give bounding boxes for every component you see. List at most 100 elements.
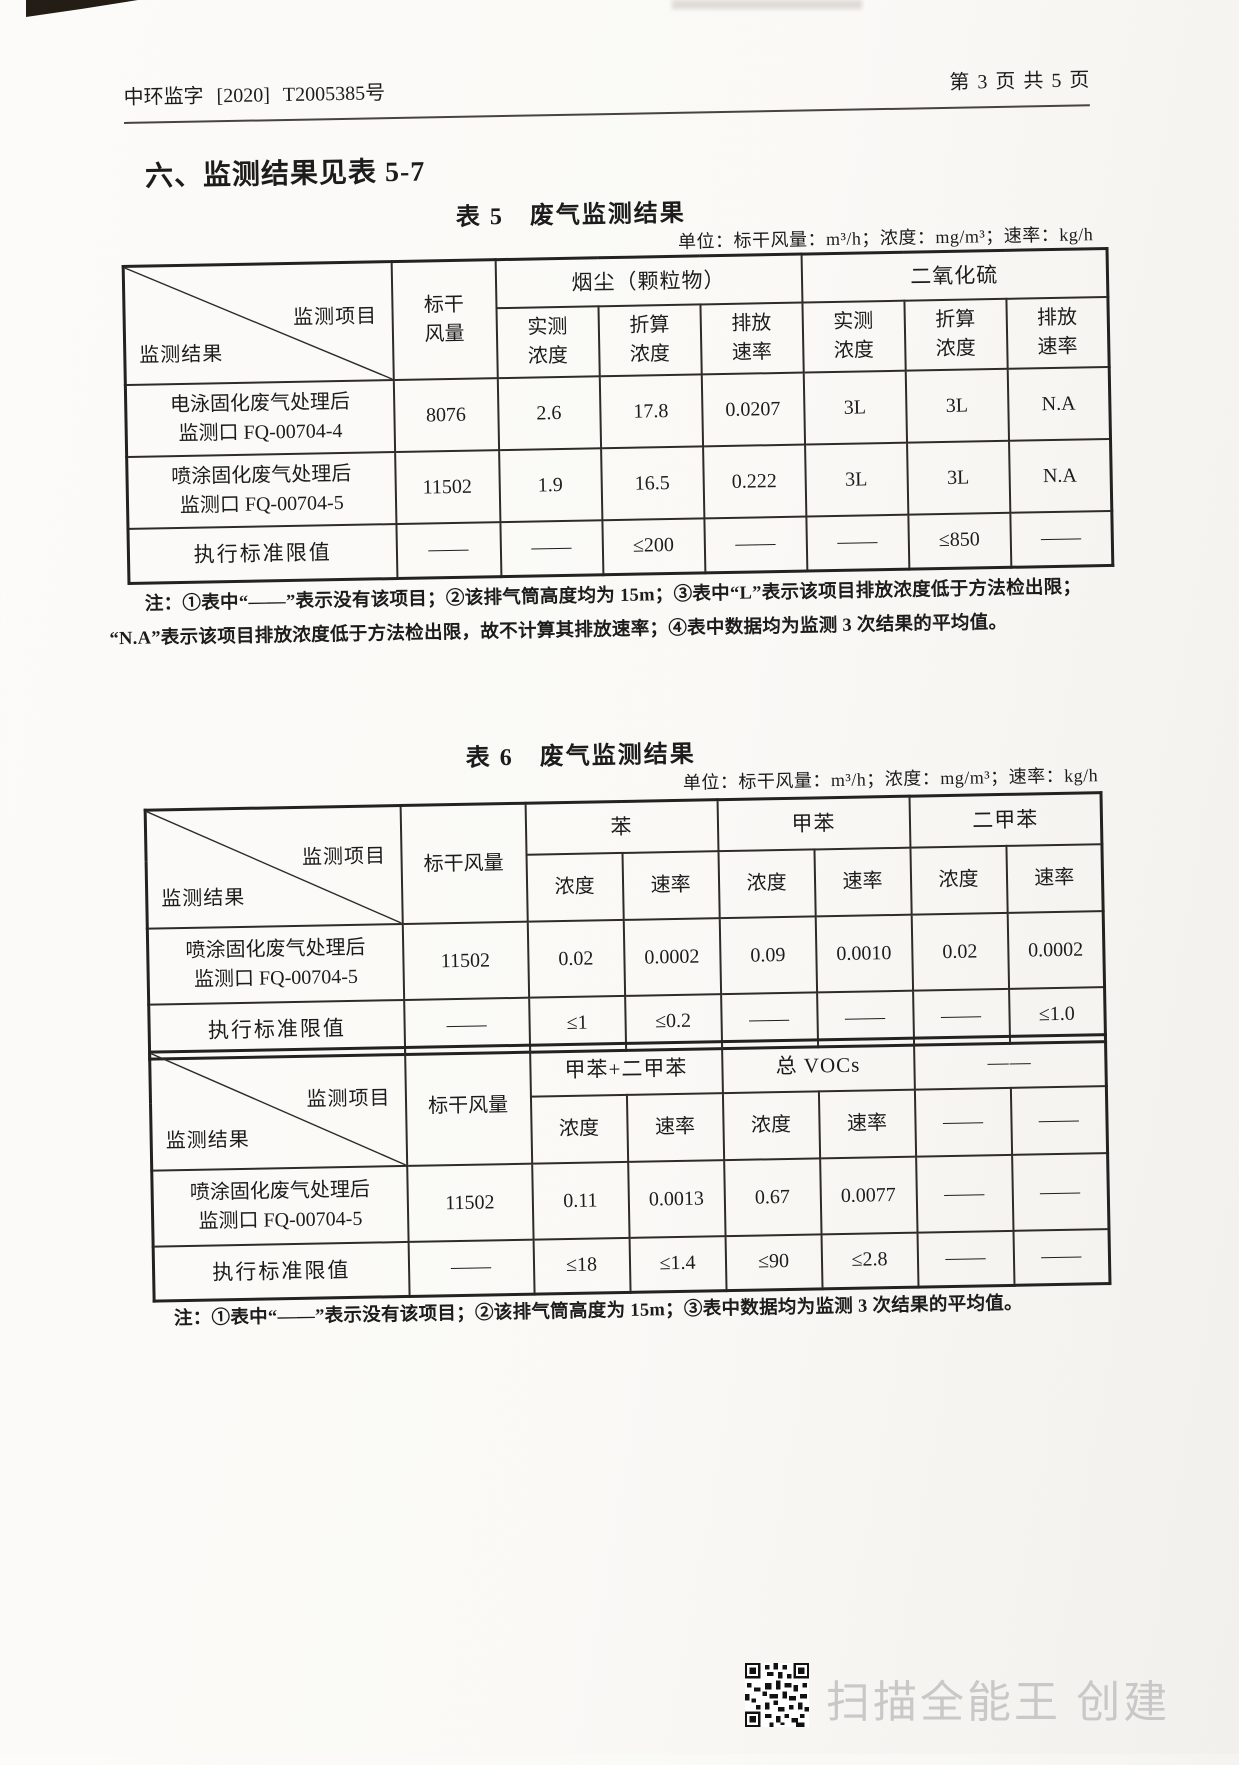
value-cell: N.A xyxy=(1008,438,1112,513)
limit-value: —— xyxy=(1013,1229,1110,1285)
limit-value: ≤200 xyxy=(601,518,705,575)
limit-label: 执行标准限值 xyxy=(153,1241,410,1301)
corner-cell: 监测项目 监测结果 xyxy=(149,1047,407,1171)
diagonal-divider-icon xyxy=(125,263,393,384)
value-cell: N.A xyxy=(1007,366,1111,441)
limit-value: —— xyxy=(499,520,603,577)
value-cell: 0.0013 xyxy=(627,1160,726,1238)
group-header-toluene: 甲苯 xyxy=(717,796,910,852)
corner-label-items: 监测项目 xyxy=(306,1087,391,1111)
limit-value: ≤90 xyxy=(725,1234,823,1291)
section-title: 六、监测结果见表 5-7 xyxy=(144,156,426,193)
sub-header-cell: 浓度 xyxy=(526,853,624,922)
value-cell: 0.09 xyxy=(719,916,817,995)
value-cell: 2.6 xyxy=(497,376,601,451)
value-cell: 3L xyxy=(803,370,907,445)
corner-cell: 监测项目 监测结果 xyxy=(145,805,403,929)
sub-header-cell: 速率 xyxy=(626,1093,724,1162)
value-cell: 11502 xyxy=(394,450,500,525)
value-cell: 0.0010 xyxy=(815,914,913,993)
value-cell: 0.0077 xyxy=(819,1156,918,1235)
table6-part1: 监测项目 监测结果 标干风量 苯 甲苯 二甲苯 浓度 速率 浓度 速率 浓度 速… xyxy=(143,791,1108,1061)
qr-code-icon xyxy=(745,1663,809,1727)
value-cell: 3L xyxy=(804,442,908,517)
table5: 监测项目 监测结果 标干 风量 烟尘（颗粒物） 二氧化硫 实测 浓度 折算 浓度… xyxy=(121,246,1115,585)
limit-value: ≤850 xyxy=(907,512,1011,569)
limit-value: —— xyxy=(1009,510,1113,567)
sub-header-cell: 实测 浓度 xyxy=(495,306,600,379)
corner-cell: 监测项目 监测结果 xyxy=(123,261,394,385)
sub-header-cell: 折算 浓度 xyxy=(903,298,1008,371)
group-header-empty: —— xyxy=(913,1034,1107,1090)
sub-header-cell: —— xyxy=(914,1088,1012,1157)
limit-value: ≤1.4 xyxy=(629,1236,727,1292)
value-cell: 0.0207 xyxy=(701,372,805,447)
value-cell: 3L xyxy=(906,440,1010,515)
table5-note-line2: “N.A”表示该项目排放浓度低于方法检出限，故不计算其排放速率；④表中数据均为监… xyxy=(109,612,1008,650)
row-label: 喷涂固化废气处理后 监测口 FQ-00704-5 xyxy=(151,1165,409,1247)
value-cell: 0.222 xyxy=(702,444,806,519)
value-cell: 0.02 xyxy=(911,912,1009,991)
sub-header-cell: 速率 xyxy=(1005,844,1104,913)
sub-header-cell: 实测 浓度 xyxy=(801,300,906,373)
value-cell: —— xyxy=(1011,1153,1109,1231)
sub-header-cell: 浓度 xyxy=(909,846,1008,915)
value-cell: 0.0002 xyxy=(623,918,721,996)
limit-value: —— xyxy=(408,1239,535,1296)
group-header-so2: 二氧化硫 xyxy=(801,248,1108,303)
sub-header-cell: 浓度 xyxy=(722,1091,820,1161)
corner-label-items: 监测项目 xyxy=(292,305,378,330)
value-cell: 11502 xyxy=(406,1163,534,1242)
value-cell: 0.0002 xyxy=(1007,911,1105,989)
sub-header-cell: 速率 xyxy=(622,851,720,920)
limit-value: —— xyxy=(703,516,807,573)
limit-value: ≤2.8 xyxy=(821,1232,919,1289)
table6-part2: 监测项目 监测结果 标干风量 甲苯+二甲苯 总 VOCs —— 浓度 速率 浓度… xyxy=(148,1033,1112,1303)
group-header-xylene: 二甲苯 xyxy=(909,792,1102,848)
row-label: 电泳固化废气处理后 监测口 FQ-00704-4 xyxy=(125,380,395,457)
sub-header-cell: 速率 xyxy=(813,847,912,917)
value-cell: 1.9 xyxy=(498,448,602,523)
corner-label-results: 监测结果 xyxy=(139,343,224,367)
sub-header-cell: 浓度 xyxy=(530,1095,628,1164)
sub-header-cell: 折算 浓度 xyxy=(597,304,702,377)
flow-header-cell: 标干风量 xyxy=(404,1045,532,1166)
limit-value: —— xyxy=(395,522,501,579)
value-cell: 0.67 xyxy=(723,1158,822,1237)
corner-label-items: 监测项目 xyxy=(301,845,387,869)
row-label: 喷涂固化废气处理后 监测口 FQ-00704-5 xyxy=(126,452,396,529)
flow-header-cell: 标干风量 xyxy=(400,803,528,924)
page-header: 中环监字 [2020] T2005385号 第 3 页 共 5 页 xyxy=(123,63,1090,124)
diagonal-divider-icon xyxy=(147,807,402,928)
sub-header-cell: 浓度 xyxy=(717,849,816,919)
limit-label: 执行标准限值 xyxy=(127,524,397,583)
diagonal-divider-icon xyxy=(151,1049,406,1170)
document-number: 中环监字 [2020] T2005385号 xyxy=(123,82,386,109)
value-cell: 0.02 xyxy=(527,919,625,998)
value-cell: 11502 xyxy=(402,921,529,1000)
limit-value: —— xyxy=(805,514,909,571)
value-cell: 8076 xyxy=(393,378,499,453)
value-cell: 17.8 xyxy=(599,374,703,449)
scan-artifact-top-smear xyxy=(672,0,862,9)
sub-header-cell: 排放 速率 xyxy=(699,302,804,375)
value-cell: —— xyxy=(915,1154,1014,1233)
sub-header-cell: 速率 xyxy=(818,1089,916,1159)
limit-value: ≤18 xyxy=(533,1237,631,1294)
group-header-benzene: 苯 xyxy=(525,799,718,855)
sub-header-cell: 排放 速率 xyxy=(1005,296,1110,369)
group-header-dust: 烟尘（颗粒物） xyxy=(495,254,802,308)
flow-header-cell: 标干 风量 xyxy=(391,259,498,381)
corner-label-results: 监测结果 xyxy=(161,887,246,911)
value-cell: 3L xyxy=(905,368,1009,443)
row-label: 喷涂固化废气处理后 监测口 FQ-00704-5 xyxy=(147,923,404,1005)
limit-value: —— xyxy=(917,1230,1015,1287)
page-indicator: 第 3 页 共 5 页 xyxy=(949,69,1090,94)
group-header-total-vocs: 总 VOCs xyxy=(721,1038,915,1094)
value-cell: 16.5 xyxy=(600,446,704,521)
value-cell: 0.11 xyxy=(531,1161,630,1240)
sub-header-cell: —— xyxy=(1010,1086,1108,1155)
group-header-toluene-xylene: 甲苯+二甲苯 xyxy=(529,1041,723,1097)
